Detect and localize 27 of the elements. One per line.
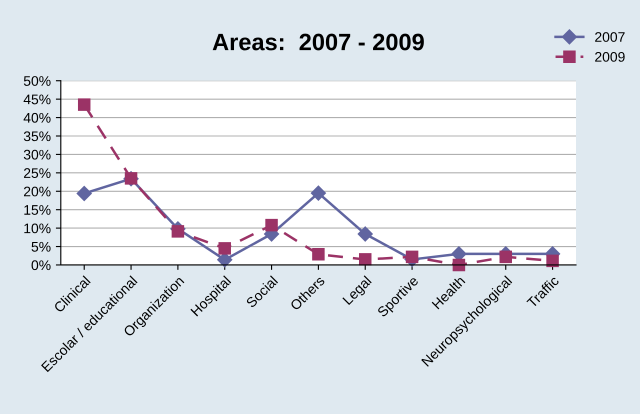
y-tick-label: 15% xyxy=(24,205,51,215)
point xyxy=(499,250,512,264)
y-tick-label: 30% xyxy=(24,150,51,160)
chart-title: Areas: 2007 - 2009 xyxy=(212,34,424,50)
point xyxy=(76,186,92,202)
point xyxy=(452,258,466,272)
y-tick-label: 50% xyxy=(24,76,51,86)
y-tick-label: 0% xyxy=(32,260,51,270)
y-tick-label: 20% xyxy=(24,186,51,196)
y-tick-label: 40% xyxy=(24,112,51,123)
y-tick-label: 35% xyxy=(24,131,51,142)
y-tick-label: 45% xyxy=(24,94,51,104)
y-tick-label: 25% xyxy=(24,168,51,178)
point xyxy=(358,253,372,266)
legend-label: 2009 xyxy=(595,52,625,62)
point xyxy=(358,226,373,242)
point xyxy=(310,186,326,201)
point xyxy=(265,218,278,232)
y-tick-label: 5% xyxy=(32,242,51,252)
legend-label: 2007 xyxy=(595,32,625,42)
point xyxy=(218,242,231,255)
point xyxy=(312,248,325,261)
y-tick-label: 10% xyxy=(24,223,51,234)
point xyxy=(172,225,184,238)
point xyxy=(406,250,418,264)
point xyxy=(78,98,90,111)
point xyxy=(546,254,559,268)
